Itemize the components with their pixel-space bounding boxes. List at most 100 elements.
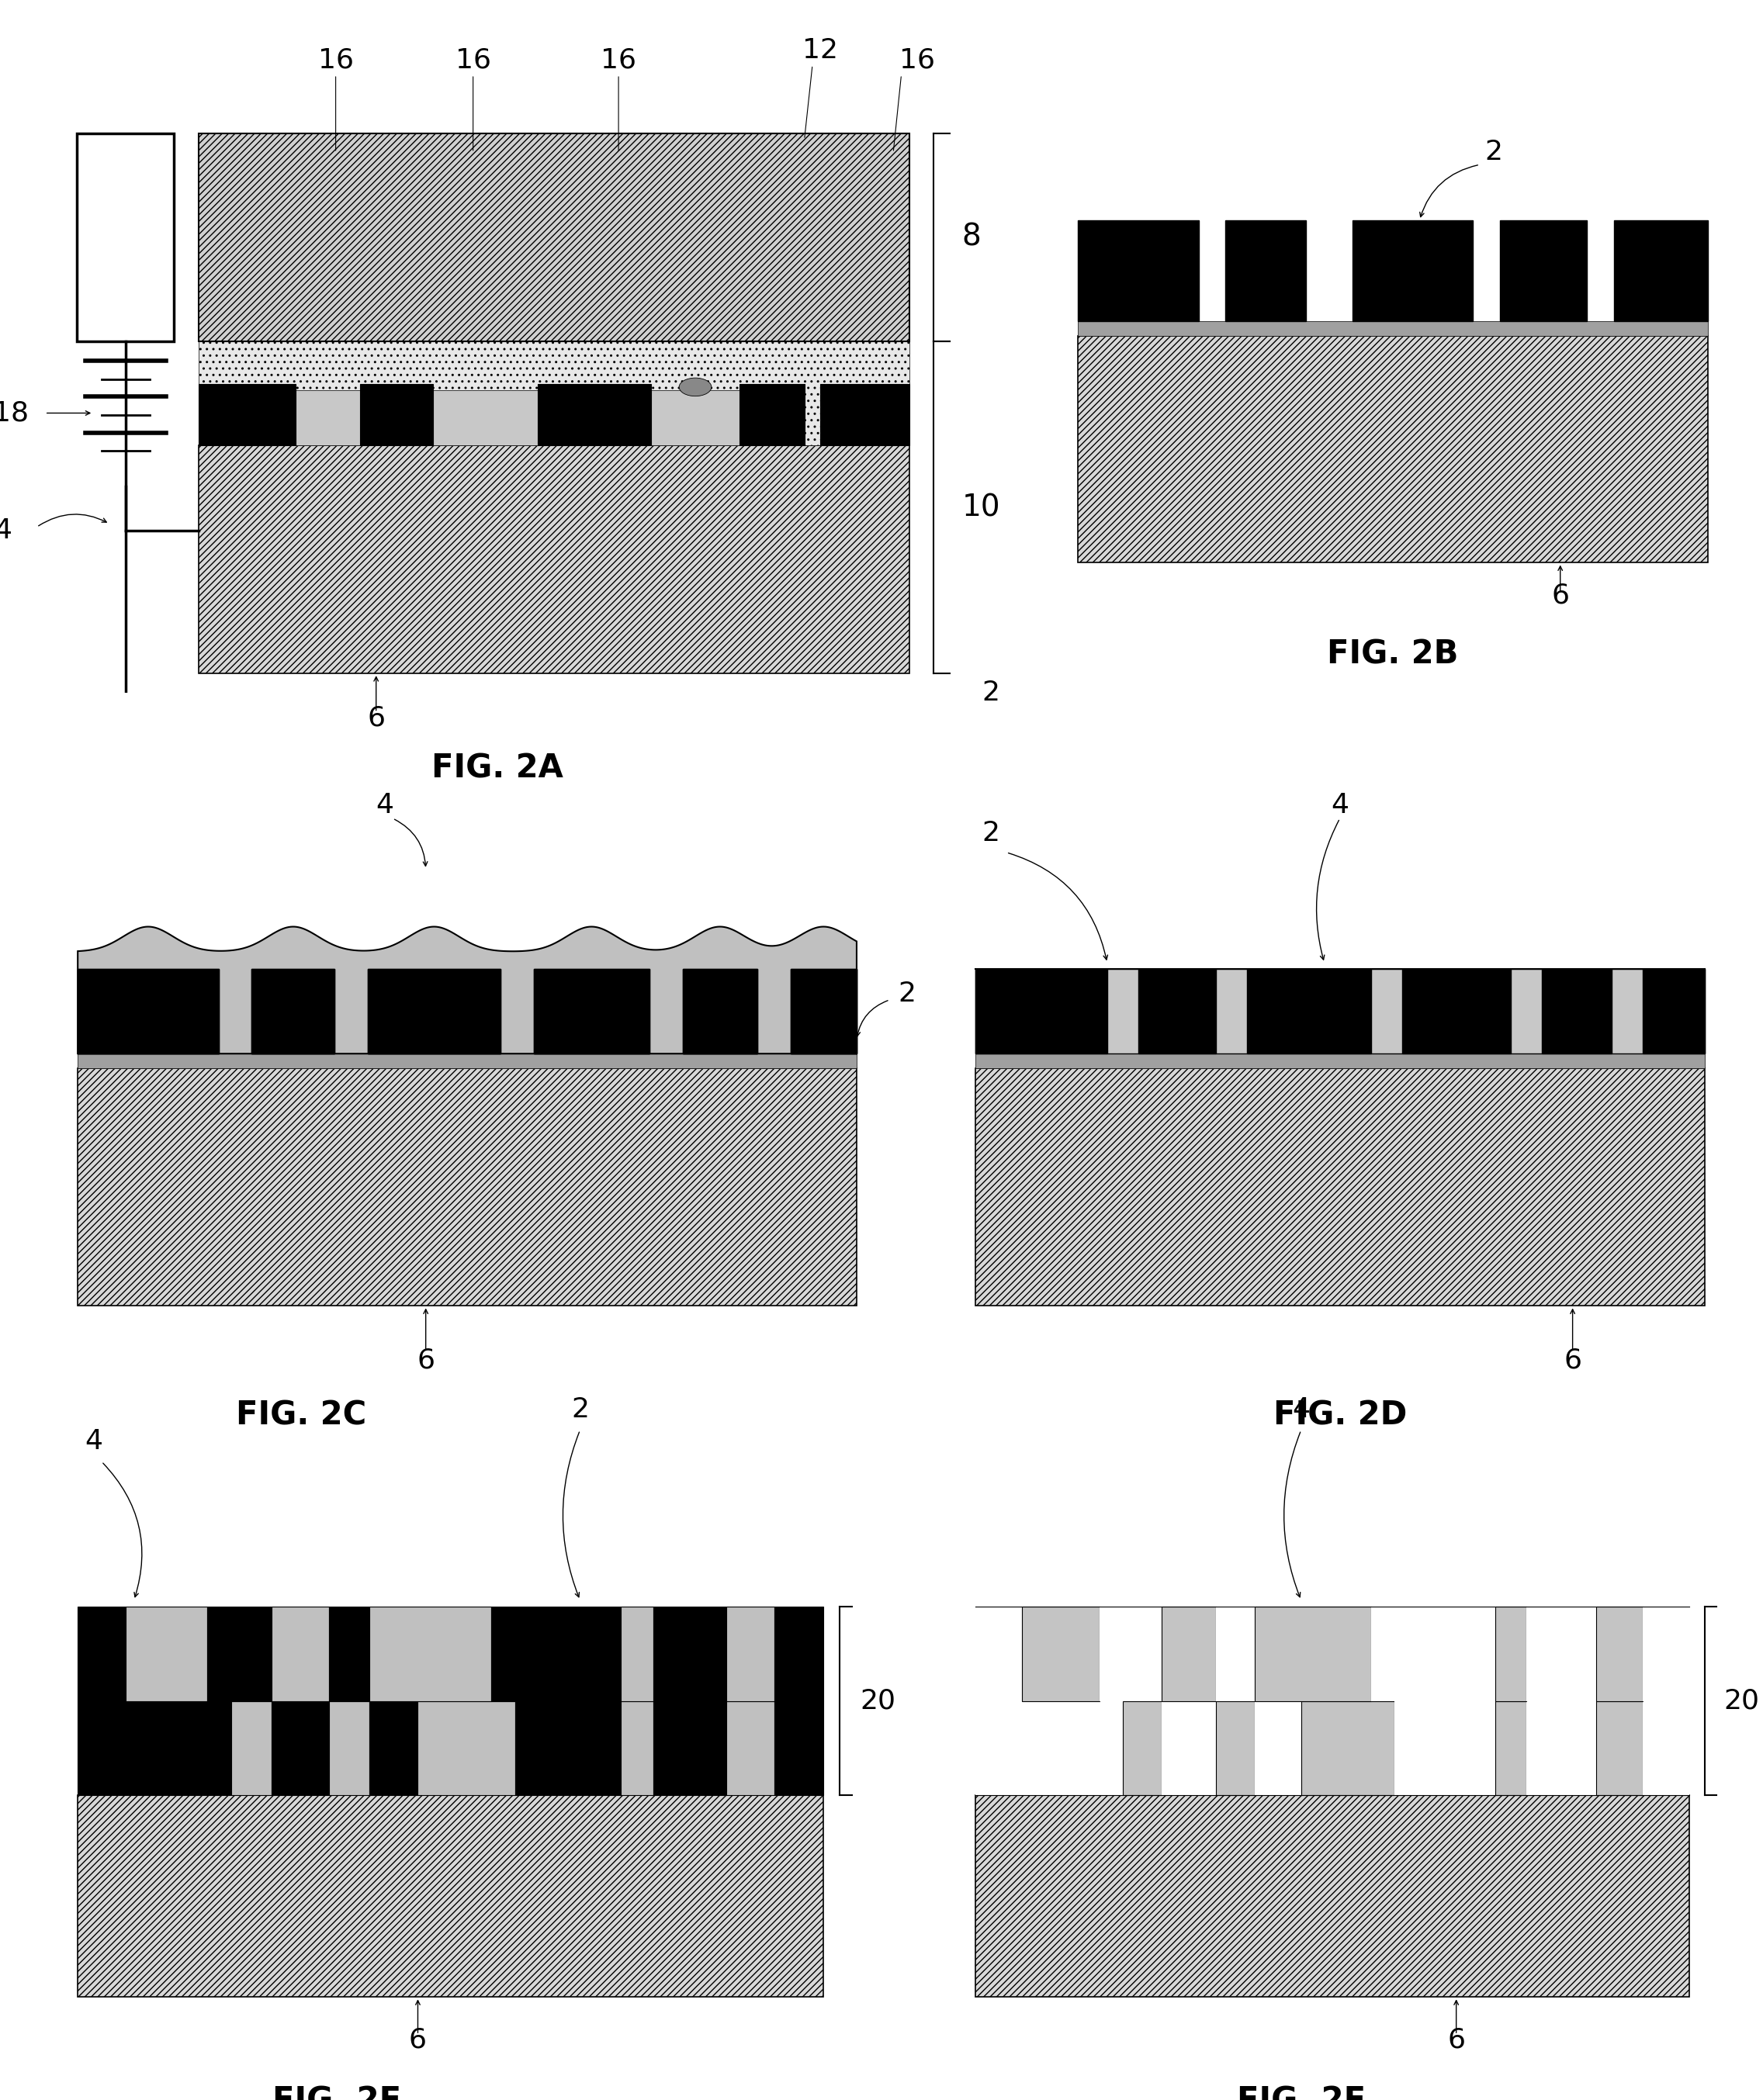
Bar [199,342,910,445]
Bar [78,951,857,1054]
Bar [740,384,804,445]
Text: FIG. 2F: FIG. 2F [1236,2085,1366,2100]
Text: 2: 2 [571,1396,589,1424]
Text: 16: 16 [601,46,636,74]
Bar [1255,1606,1372,1701]
Bar [975,1796,1689,1997]
Text: 6: 6 [409,2026,427,2054]
Bar [368,1606,490,1701]
Bar [682,968,756,1054]
Bar [252,968,335,1054]
Bar [534,968,649,1054]
Bar [1613,220,1708,321]
Text: 16: 16 [899,46,936,74]
Text: FIG. 2C: FIG. 2C [236,1399,367,1432]
Bar [534,968,649,1054]
Text: 2: 2 [897,981,917,1008]
Bar [1225,220,1306,321]
Text: FIG. 2A: FIG. 2A [432,752,562,785]
Bar [1495,1701,1527,1795]
Bar [621,1606,652,1701]
Text: 4: 4 [1292,1396,1310,1424]
Text: 4: 4 [85,1428,102,1455]
Text: 2: 2 [982,821,1000,846]
Bar [1643,1701,1689,1795]
Bar [252,968,335,1054]
Bar [78,968,219,1054]
Ellipse shape [679,378,712,397]
Bar [1255,1701,1301,1795]
Bar [820,384,910,445]
Bar [1077,336,1708,563]
Bar [1123,1701,1162,1795]
Bar [1301,1701,1395,1795]
Text: 6: 6 [416,1348,435,1373]
Bar [368,968,501,1054]
Text: FIG. 2B: FIG. 2B [1328,638,1458,670]
Bar [1100,1606,1162,1701]
Bar [621,1701,652,1795]
Bar [272,1701,328,1795]
Bar [231,1701,272,1795]
Bar [515,1701,621,1795]
Bar [1023,1606,1100,1701]
Bar [975,968,1705,1054]
Bar [206,1606,272,1701]
Bar [975,1606,1023,1701]
Bar [790,968,857,1054]
Text: 2: 2 [1484,139,1502,166]
Bar [726,1606,774,1701]
Bar [368,1701,418,1795]
Bar [328,1701,368,1795]
Bar [726,1701,774,1795]
Bar [1596,1606,1643,1701]
Text: 4: 4 [376,792,393,819]
Bar [534,968,649,1054]
Text: 20: 20 [1724,1688,1759,1714]
Bar [1139,968,1216,1054]
Text: 14: 14 [0,517,12,544]
Bar [1541,968,1611,1054]
Bar [790,968,857,1054]
Bar [1216,1606,1255,1701]
Bar [651,391,740,445]
Bar [1402,968,1511,1054]
Bar [538,384,651,445]
Bar [360,384,432,445]
Bar [78,1701,231,1795]
Bar [368,968,501,1054]
Bar [1352,220,1474,321]
Bar [199,445,910,674]
Text: FIG. 2E: FIG. 2E [272,2085,402,2100]
Bar [1495,1606,1527,1701]
Bar [1162,1606,1216,1701]
Bar [774,1606,823,1701]
Text: 16: 16 [455,46,490,74]
Bar [1643,968,1705,1054]
Bar [252,968,335,1054]
Bar [975,968,1107,1054]
Bar [1246,968,1372,1054]
Text: 6: 6 [1551,582,1569,609]
Bar [1527,1606,1596,1701]
Bar [1500,220,1587,321]
Text: 6: 6 [367,706,384,731]
Text: 2: 2 [982,680,1000,706]
Text: 8: 8 [963,223,982,252]
Text: 10: 10 [963,493,1000,523]
Bar [125,1606,206,1701]
Polygon shape [78,926,857,1054]
Bar [296,391,360,445]
Text: 16: 16 [317,46,354,74]
Text: 6: 6 [1564,1348,1581,1373]
Bar [975,1701,1123,1795]
Bar [78,1054,857,1069]
Bar [1077,321,1708,336]
Bar [1527,1701,1596,1795]
Bar [682,968,756,1054]
Bar [774,1701,823,1795]
Bar [368,968,501,1054]
Bar [1643,1606,1689,1701]
Bar [78,1069,857,1306]
Bar [1162,1701,1216,1795]
